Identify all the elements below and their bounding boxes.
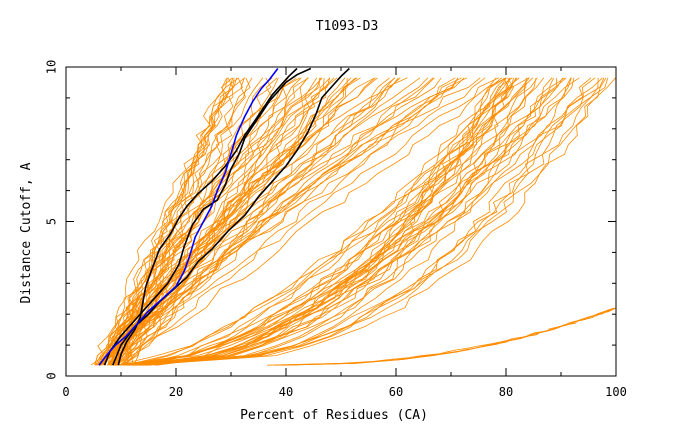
model-series-line [145, 77, 554, 366]
x-tick-label: 40 [279, 385, 293, 399]
model-series-line [145, 77, 565, 366]
model-series-line [124, 77, 390, 366]
model-series-line [136, 77, 592, 366]
y-axis-label: Distance Cutoff, A [19, 162, 34, 303]
model-series-line [122, 77, 442, 366]
model-series-line [115, 77, 395, 366]
model-series-line [123, 77, 358, 366]
model-series-line [110, 77, 537, 366]
model-series-line [115, 77, 234, 366]
model-series-line [138, 77, 520, 366]
model-series-line [97, 77, 233, 366]
highlight-series-blue [98, 68, 279, 366]
model-series-line [142, 77, 527, 366]
model-series-line [129, 77, 575, 366]
highlight-series-black [103, 67, 312, 366]
y-tick-label: 0 [45, 372, 59, 379]
model-series-line [148, 77, 517, 366]
model-series-line [129, 77, 511, 366]
model-series-line [140, 77, 616, 366]
model-series-line [131, 77, 513, 366]
model-series-line [112, 77, 421, 366]
x-tick-label: 0 [62, 385, 69, 399]
model-series-line [128, 77, 607, 366]
model-series-line [156, 77, 553, 366]
model-series-line [142, 77, 603, 366]
model-series-line [149, 77, 564, 366]
model-series-line [117, 77, 462, 366]
model-series-line [126, 77, 530, 366]
model-series-line [123, 77, 507, 366]
model-series-line [111, 77, 301, 366]
model-series-line [120, 77, 500, 366]
model-series-line [122, 77, 456, 366]
model-series-line [130, 77, 408, 366]
model-series-line [110, 77, 318, 366]
x-tick-label: 80 [499, 385, 513, 399]
y-tick-label: 10 [45, 60, 59, 74]
model-series-line [126, 77, 572, 366]
model-series-line [111, 77, 346, 366]
model-series-line [115, 77, 399, 366]
series-layer [90, 67, 617, 366]
model-series-line [154, 77, 507, 366]
model-series-line [154, 77, 538, 366]
x-tick-label: 60 [389, 385, 403, 399]
model-series-line [117, 77, 534, 366]
x-tick-label: 100 [605, 385, 627, 399]
model-series-line [142, 77, 596, 366]
model-series-line [139, 77, 507, 366]
model-series-line [135, 77, 605, 366]
y-tick-label: 5 [45, 218, 59, 225]
chart-title: T1093-D3 [316, 19, 379, 34]
model-series-line [139, 77, 530, 366]
model-series-line [114, 77, 599, 366]
model-series-line [106, 77, 468, 366]
model-series-line [275, 307, 615, 366]
highlight-series-black [112, 67, 350, 366]
x-tick-label: 20 [169, 385, 183, 399]
model-series-line [134, 77, 527, 366]
model-series-line [120, 77, 572, 366]
x-axis-label: Percent of Residues (CA) [240, 408, 428, 423]
model-series-line [133, 77, 396, 366]
model-series-line [138, 77, 518, 366]
ticks-layer: 0 20 40 60 80 100 0 5 10 [45, 60, 627, 399]
model-series-line [94, 77, 238, 366]
model-series-line [108, 77, 338, 366]
